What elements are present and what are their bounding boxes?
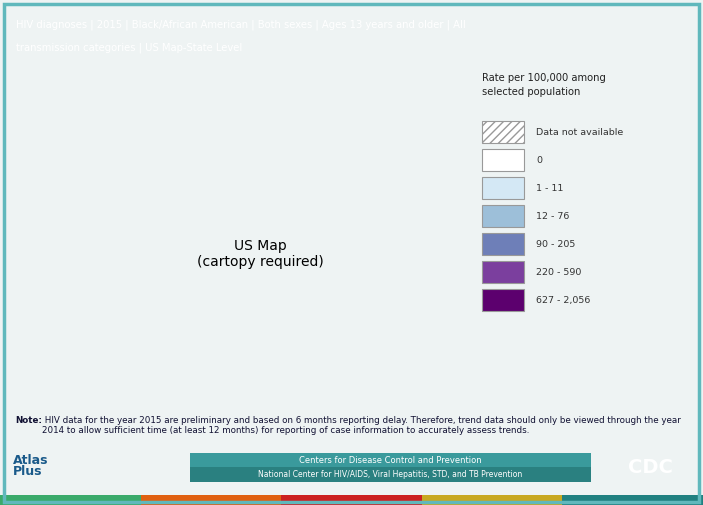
Bar — [482, 206, 524, 227]
Text: HIV data for the year 2015 are preliminary and based on 6 months reporting delay: HIV data for the year 2015 are prelimina… — [42, 416, 681, 435]
Bar — [482, 177, 524, 199]
Bar — [190, 453, 591, 467]
Bar — [482, 149, 524, 171]
Text: National Center for HIV/AIDS, Viral Hepatitis, STD, and TB Prevention: National Center for HIV/AIDS, Viral Hepa… — [258, 470, 522, 479]
Bar — [141, 495, 281, 505]
Text: Plus: Plus — [13, 465, 43, 478]
Text: transmission categories | US Map-State Level: transmission categories | US Map-State L… — [16, 42, 242, 53]
Text: 220 - 590: 220 - 590 — [536, 268, 582, 277]
Text: CDC: CDC — [628, 458, 673, 477]
Text: Atlas: Atlas — [13, 454, 49, 467]
Text: US Map
(cartopy required): US Map (cartopy required) — [197, 239, 323, 269]
Text: 12 - 76: 12 - 76 — [536, 212, 569, 221]
Bar — [281, 495, 422, 505]
Text: HIV diagnoses | 2015 | Black/African American | Both sexes | Ages 13 years and o: HIV diagnoses | 2015 | Black/African Ame… — [16, 20, 465, 30]
Bar — [190, 467, 591, 482]
Text: Note:: Note: — [15, 416, 42, 425]
Text: 90 - 205: 90 - 205 — [536, 240, 576, 248]
Text: 1 - 11: 1 - 11 — [536, 184, 564, 192]
Text: 0: 0 — [536, 156, 543, 165]
Text: 627 - 2,056: 627 - 2,056 — [536, 295, 591, 305]
Text: Centers for Disease Control and Prevention: Centers for Disease Control and Preventi… — [299, 456, 482, 465]
Bar — [562, 495, 703, 505]
Bar — [0, 495, 141, 505]
Text: Rate per 100,000 among
selected population: Rate per 100,000 among selected populati… — [482, 73, 605, 97]
Bar — [422, 495, 562, 505]
Bar — [482, 233, 524, 255]
Bar — [482, 121, 524, 143]
Bar — [482, 262, 524, 283]
Text: Data not available: Data not available — [536, 128, 624, 137]
Bar — [482, 289, 524, 311]
